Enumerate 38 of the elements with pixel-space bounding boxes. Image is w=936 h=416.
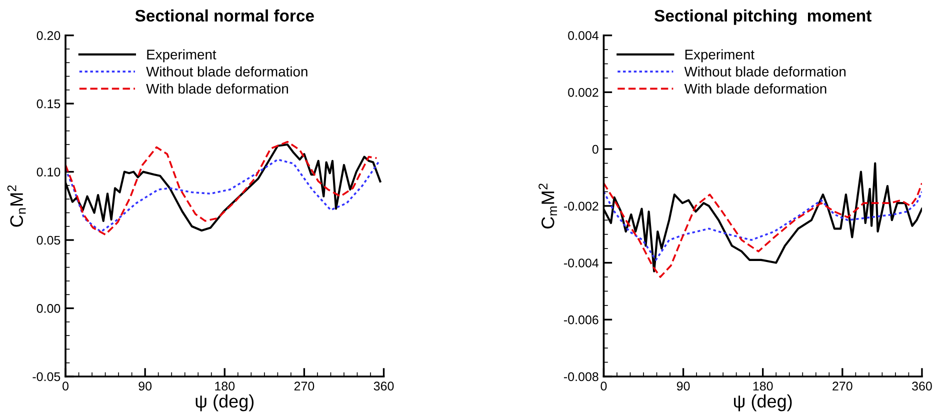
y-tick-label: -0.008	[564, 372, 598, 382]
chart-title: Sectional pitching moment	[654, 9, 872, 25]
x-tick-label: 90	[676, 382, 690, 391]
x-tick-label: 360	[374, 382, 394, 391]
legend-label: With blade deformation	[684, 83, 826, 94]
legend-label: Without blade deformation	[146, 66, 308, 77]
y-tick-label: -0.002	[564, 202, 598, 211]
y-axis-title: C$_{n}$M$^{2}$	[7, 185, 26, 227]
legend-label: With blade deformation	[146, 83, 288, 94]
line-series	[66, 158, 380, 233]
x-tick-label: 180	[753, 382, 773, 391]
y-tick-label: 0.05	[36, 236, 60, 245]
y-tick-label: 0.20	[36, 31, 60, 40]
legend-label: Experiment	[685, 49, 754, 62]
y-tick-label: 0.002	[568, 88, 598, 97]
y-tick-label: 0.004	[568, 31, 598, 40]
y-tick-label: -0.004	[564, 258, 598, 268]
x-axis-title: ψ (deg)	[734, 394, 792, 412]
x-tick-label: 270	[832, 382, 852, 391]
y-axis-title: C$_{m}$M$^{2}$	[538, 184, 557, 228]
line-series	[604, 190, 922, 261]
y-tick-label: -0.006	[564, 315, 598, 324]
y-tick-label: -0.05	[32, 372, 60, 382]
x-tick-label: 0	[62, 382, 69, 391]
y-tick-label: 0	[592, 144, 598, 154]
x-tick-label: 90	[138, 382, 152, 391]
x-tick-label: 360	[912, 382, 932, 391]
legend-label: Experiment	[147, 49, 216, 62]
x-axis-title: ψ (deg)	[196, 394, 254, 412]
y-tick-label: 0.15	[36, 99, 60, 108]
legend-label: Without blade deformation	[684, 66, 846, 77]
x-tick-label: 270	[294, 382, 314, 391]
chart-title: Sectional normal force	[135, 9, 314, 22]
x-tick-label: 0	[600, 382, 607, 391]
y-tick-label: 0.00	[36, 304, 60, 313]
line-series	[604, 182, 922, 278]
x-tick-label: 180	[215, 382, 235, 391]
y-tick-label: 0.10	[36, 168, 60, 176]
